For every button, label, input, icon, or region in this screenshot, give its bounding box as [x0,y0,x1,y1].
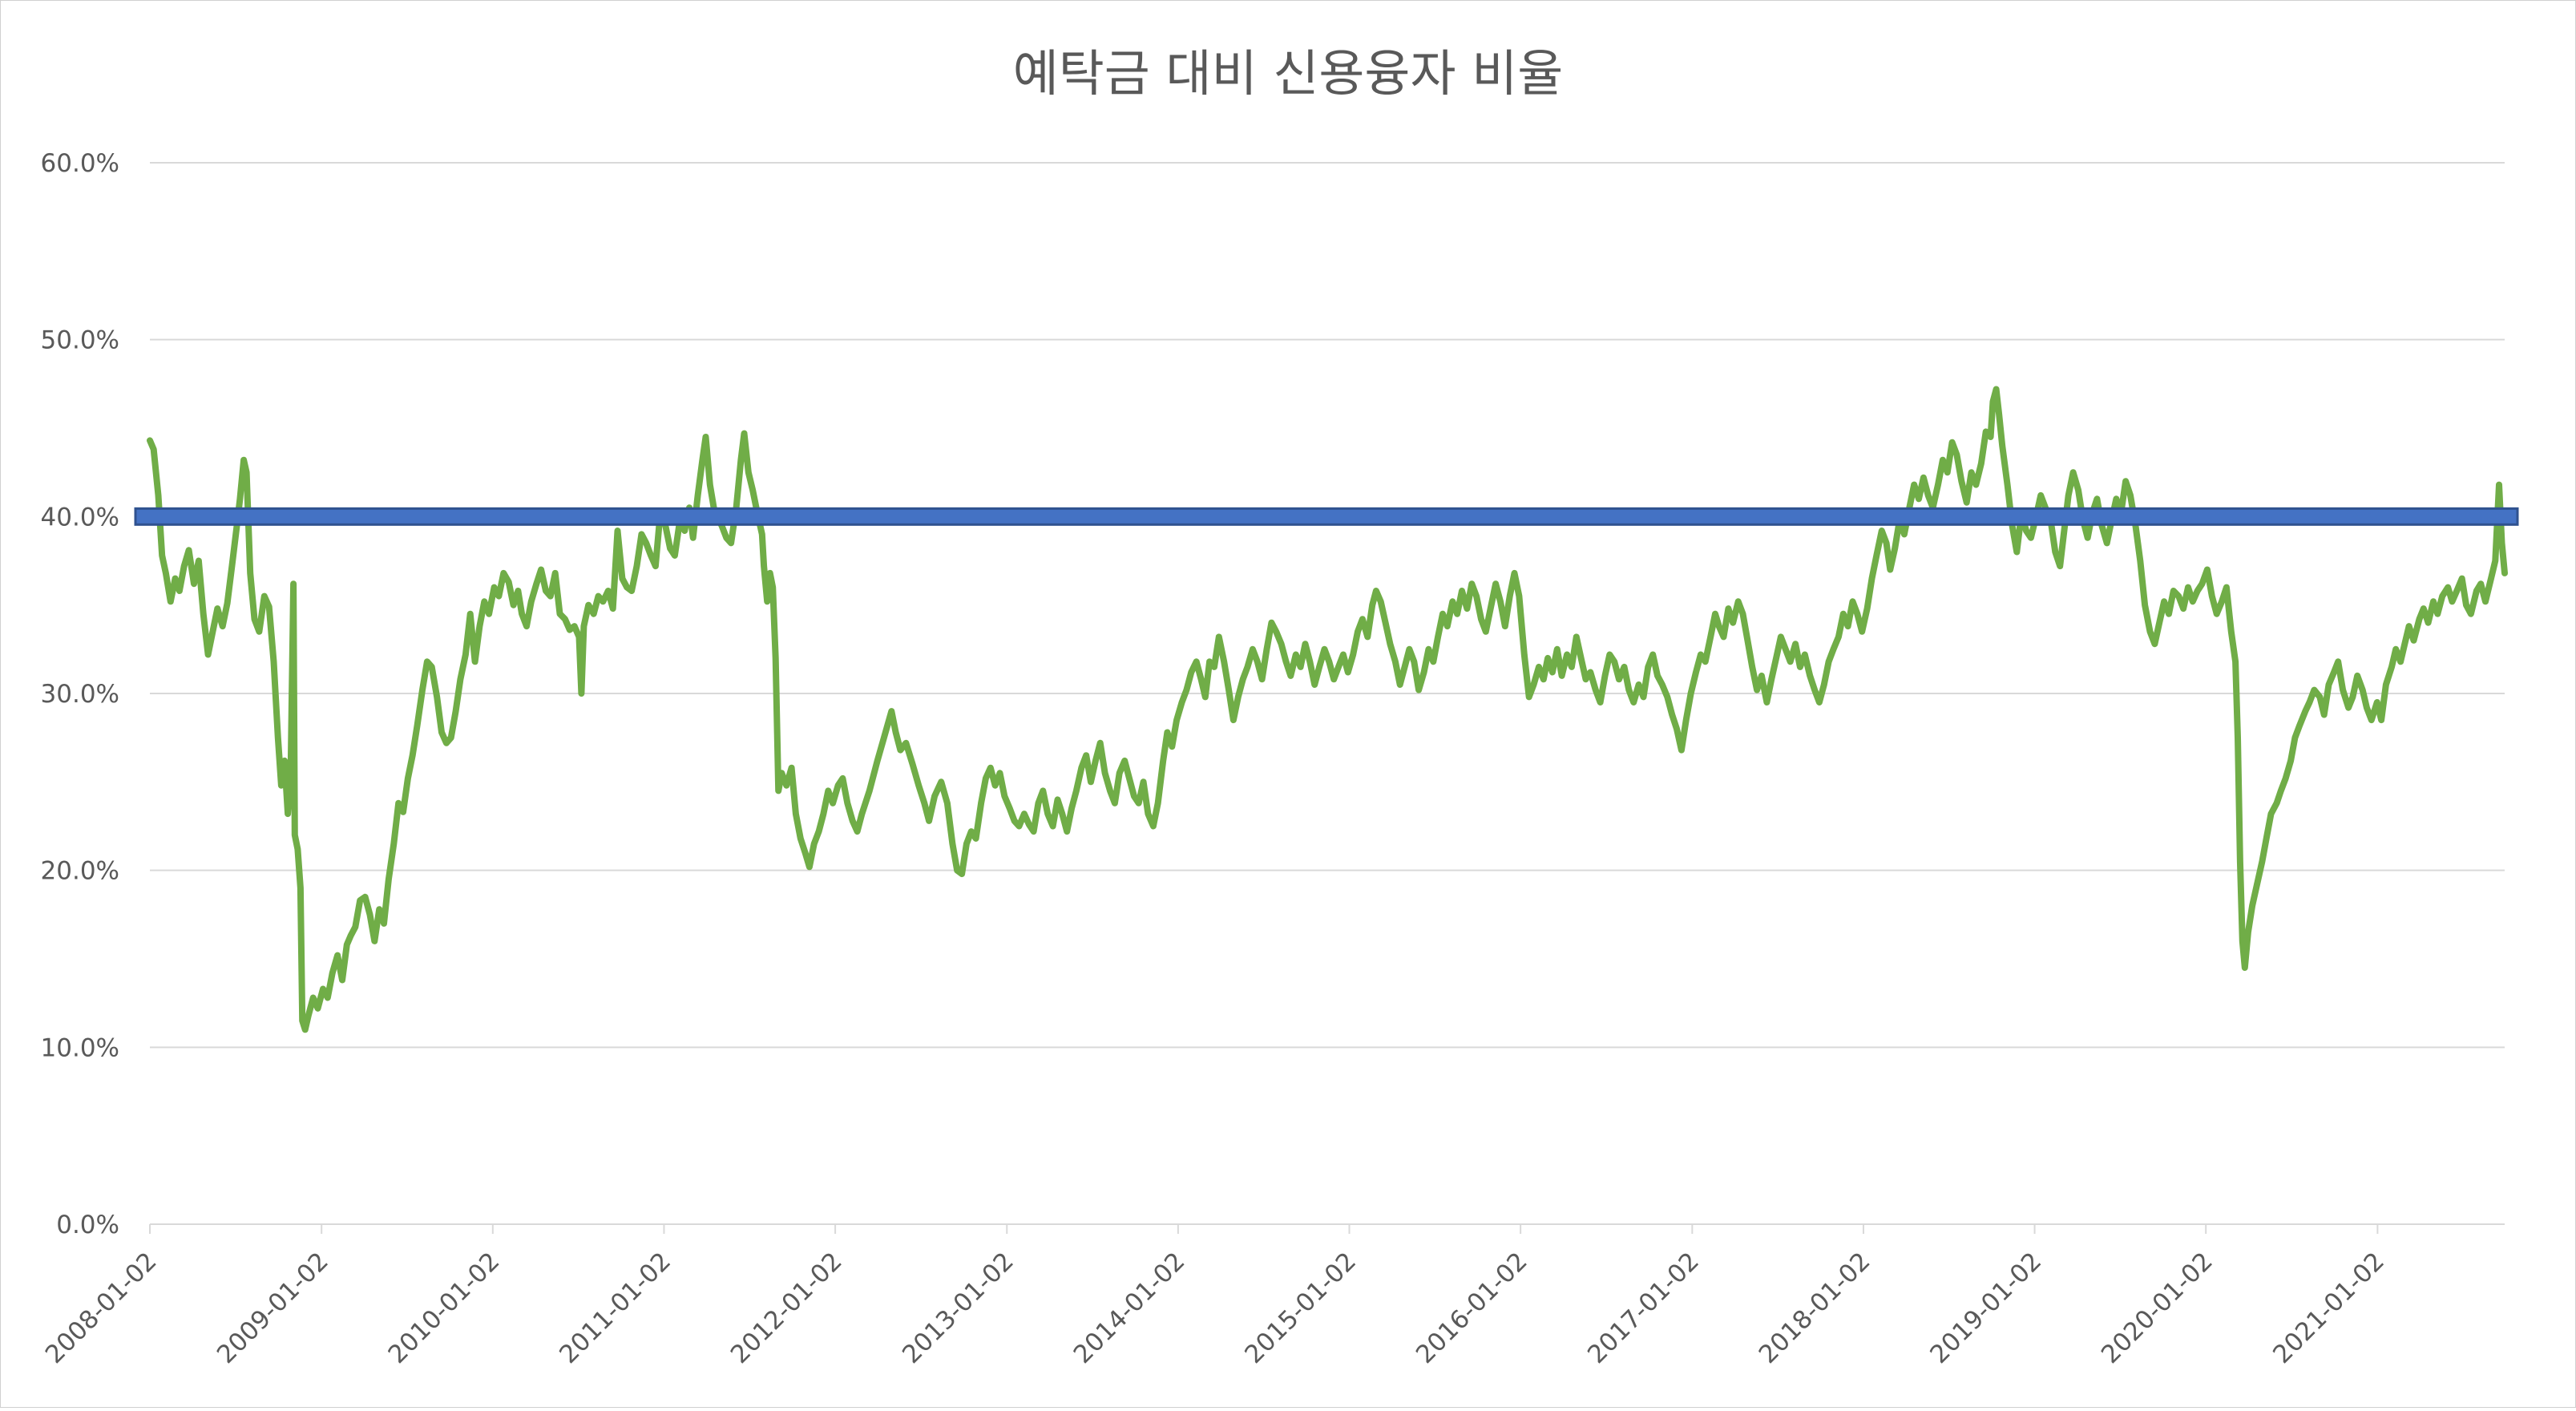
y-axis-ticks: 0.0% 10.0% 20.0% 30.0% 40.0% 50.0% 60.0% [41,149,119,1239]
x-tick-label: 2017-01-02 [1582,1247,1705,1369]
series-layer [147,386,2508,1033]
x-tick-label: 2015-01-02 [1239,1247,1362,1369]
x-tick-label: 2014-01-02 [1068,1247,1191,1369]
x-tick-label: 2011-01-02 [554,1247,676,1369]
y-tick-label: 30.0% [41,680,119,709]
x-tick-label: 2021-01-02 [2267,1247,2390,1369]
y-tick-label: 10.0% [41,1033,119,1062]
x-tick-label: 2016-01-02 [1411,1247,1533,1369]
reference-layer [134,507,2519,526]
x-tick-label: 2019-01-02 [1924,1247,2047,1369]
y-tick-label: 50.0% [41,326,119,355]
x-tick-label: 2009-01-02 [212,1247,334,1369]
x-tick-label: 2010-01-02 [383,1247,506,1369]
x-axis-ticks: 2008-01-02 2009-01-02 2010-01-02 2011-01-02… [40,1224,2390,1369]
y-tick-label: 0.0% [56,1211,119,1239]
x-tick-label: 2012-01-02 [725,1247,848,1369]
x-tick-label: 2013-01-02 [897,1247,1019,1369]
y-tick-label: 60.0% [41,149,119,178]
x-tick-label: 2020-01-02 [2096,1247,2219,1369]
y-tick-label: 40.0% [41,503,119,532]
reference-line-40pct [134,507,2519,526]
y-tick-label: 20.0% [41,857,119,886]
x-tick-label: 2018-01-02 [1754,1247,1876,1369]
chart-title: 예탁금 대비 신용융자 비율 [1013,44,1564,103]
gridlines [150,162,2505,1049]
series-line-0 [147,386,2508,1033]
x-tick-label: 2008-01-02 [40,1247,163,1369]
